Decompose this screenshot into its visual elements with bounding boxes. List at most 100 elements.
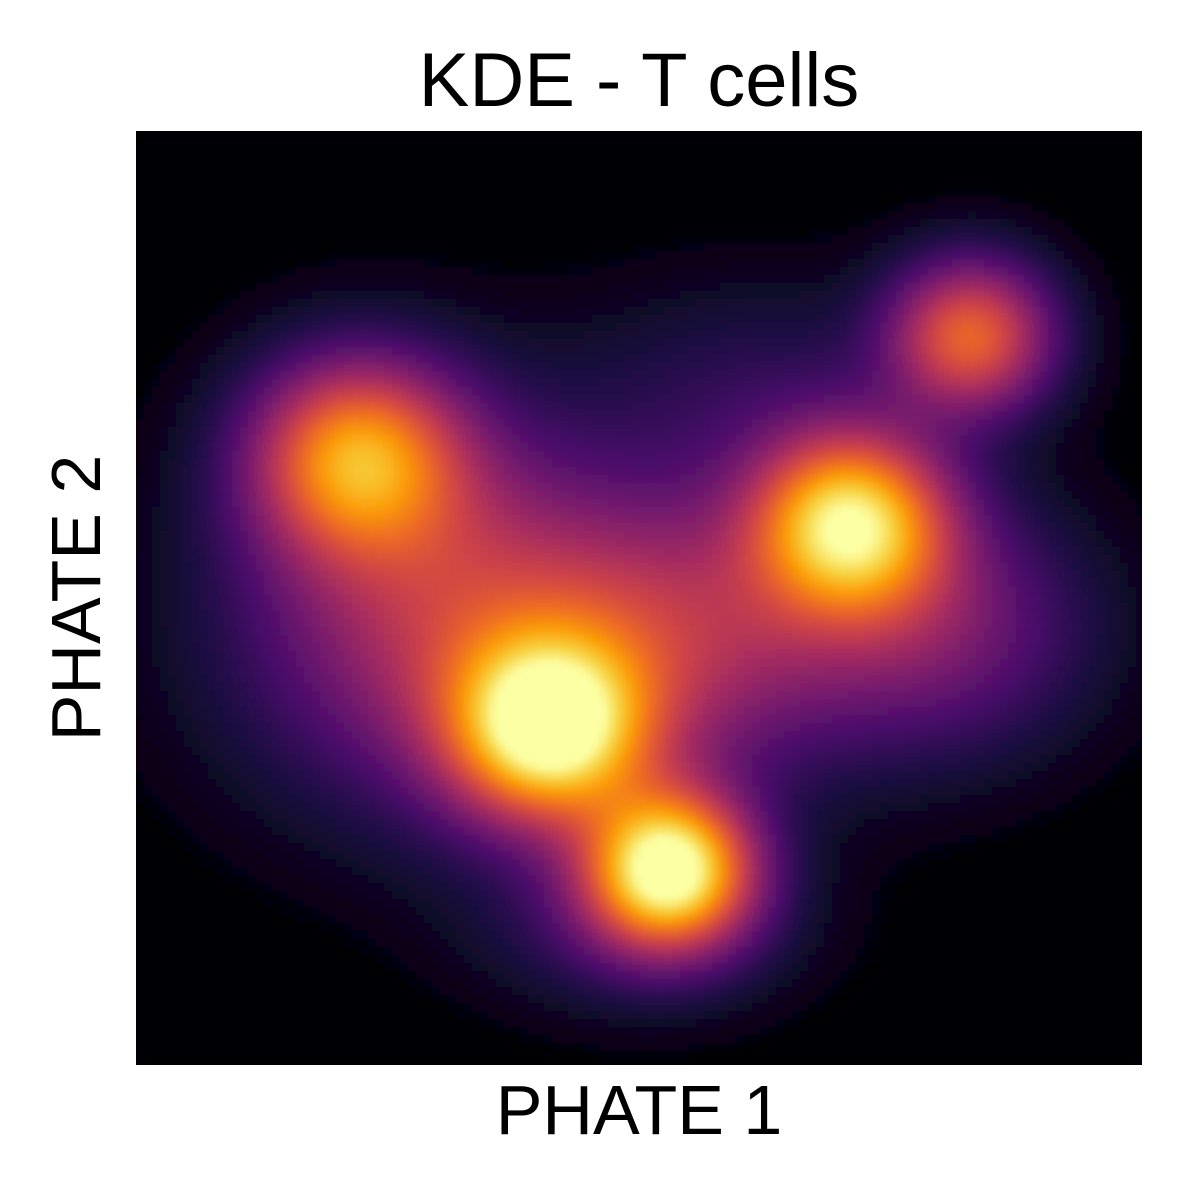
density-cell bbox=[1000, 371, 1009, 380]
density-cell bbox=[960, 443, 969, 452]
density-cell bbox=[296, 499, 305, 508]
density-cell bbox=[992, 547, 1001, 556]
density-cell bbox=[800, 283, 809, 292]
density-cell bbox=[696, 235, 705, 244]
density-cell bbox=[216, 403, 225, 412]
density-cell bbox=[744, 459, 753, 468]
density-cell bbox=[880, 323, 889, 332]
density-cell bbox=[552, 427, 561, 436]
density-cell bbox=[384, 387, 393, 396]
density-cell bbox=[256, 491, 265, 500]
density-cell bbox=[808, 427, 817, 436]
density-cell bbox=[848, 259, 857, 268]
density-cell bbox=[792, 547, 801, 556]
density-cell bbox=[440, 371, 449, 380]
density-cell bbox=[1104, 491, 1113, 500]
density-cell bbox=[208, 499, 217, 508]
density-cell bbox=[800, 339, 809, 348]
density-cell bbox=[576, 355, 585, 364]
density-cell bbox=[880, 275, 889, 284]
density-cell bbox=[608, 379, 617, 388]
density-cell bbox=[792, 515, 801, 524]
density-cell bbox=[560, 427, 569, 436]
density-cell bbox=[504, 531, 513, 540]
density-cell bbox=[976, 219, 985, 228]
density-cell bbox=[440, 267, 449, 276]
density-cell bbox=[200, 355, 209, 364]
density-cell bbox=[688, 507, 697, 516]
density-cell bbox=[448, 299, 457, 308]
density-cell bbox=[984, 355, 993, 364]
density-cell bbox=[1040, 459, 1049, 468]
density-cell bbox=[720, 235, 729, 244]
density-cell bbox=[432, 259, 441, 268]
density-cell bbox=[832, 379, 841, 388]
density-cell bbox=[968, 547, 977, 556]
density-cell bbox=[800, 259, 809, 268]
density-cell bbox=[392, 403, 401, 412]
density-cell bbox=[376, 467, 385, 476]
density-cell bbox=[1056, 499, 1065, 508]
density-cell bbox=[544, 467, 553, 476]
density-cell bbox=[864, 563, 873, 572]
density-cell bbox=[872, 555, 881, 564]
density-cell bbox=[768, 331, 777, 340]
density-cell bbox=[1088, 371, 1097, 380]
density-cell bbox=[680, 539, 689, 548]
density-cell bbox=[784, 339, 793, 348]
density-cell bbox=[656, 411, 665, 420]
density-cell bbox=[488, 339, 497, 348]
density-cell bbox=[304, 283, 313, 292]
density-cell bbox=[720, 411, 729, 420]
density-cell bbox=[1088, 395, 1097, 404]
density-cell bbox=[344, 299, 353, 308]
density-cell bbox=[912, 203, 921, 212]
density-cell bbox=[960, 395, 969, 404]
density-cell bbox=[552, 507, 561, 516]
density-cell bbox=[952, 555, 961, 564]
density-cell bbox=[976, 459, 985, 468]
density-cell bbox=[928, 235, 937, 244]
density-cell bbox=[184, 483, 193, 492]
density-cell bbox=[248, 403, 257, 412]
density-cell bbox=[616, 515, 625, 524]
density-cell bbox=[1048, 235, 1057, 244]
density-cell bbox=[912, 491, 921, 500]
density-cell bbox=[800, 427, 809, 436]
density-cell bbox=[888, 211, 897, 220]
density-cell bbox=[1000, 203, 1009, 212]
density-cell bbox=[1024, 547, 1033, 556]
density-cell bbox=[736, 355, 745, 364]
density-cell bbox=[968, 243, 977, 252]
density-cell bbox=[256, 515, 265, 524]
density-cell bbox=[984, 275, 993, 284]
density-cell bbox=[416, 475, 425, 484]
density-cell bbox=[1048, 251, 1057, 260]
density-cell bbox=[760, 419, 769, 428]
density-cell bbox=[744, 243, 753, 252]
density-cell bbox=[1128, 515, 1137, 524]
density-cell bbox=[464, 371, 473, 380]
density-cell bbox=[976, 259, 985, 268]
density-cell bbox=[1024, 443, 1033, 452]
density-cell bbox=[912, 243, 921, 252]
density-cell bbox=[336, 555, 345, 564]
density-cell bbox=[784, 443, 793, 452]
density-cell bbox=[784, 371, 793, 380]
density-cell bbox=[1000, 411, 1009, 420]
density-cell bbox=[736, 323, 745, 332]
density-cell bbox=[552, 515, 561, 524]
density-cell bbox=[1008, 371, 1017, 380]
density-cell bbox=[744, 267, 753, 276]
density-cell bbox=[912, 515, 921, 524]
density-cell bbox=[920, 195, 929, 204]
density-cell bbox=[248, 419, 257, 428]
density-cell bbox=[480, 267, 489, 276]
density-cell bbox=[840, 395, 849, 404]
density-cell bbox=[504, 507, 513, 516]
density-cell bbox=[152, 435, 161, 444]
density-cell bbox=[184, 379, 193, 388]
density-cell bbox=[760, 235, 769, 244]
density-cell bbox=[792, 307, 801, 316]
density-cell bbox=[264, 323, 273, 332]
